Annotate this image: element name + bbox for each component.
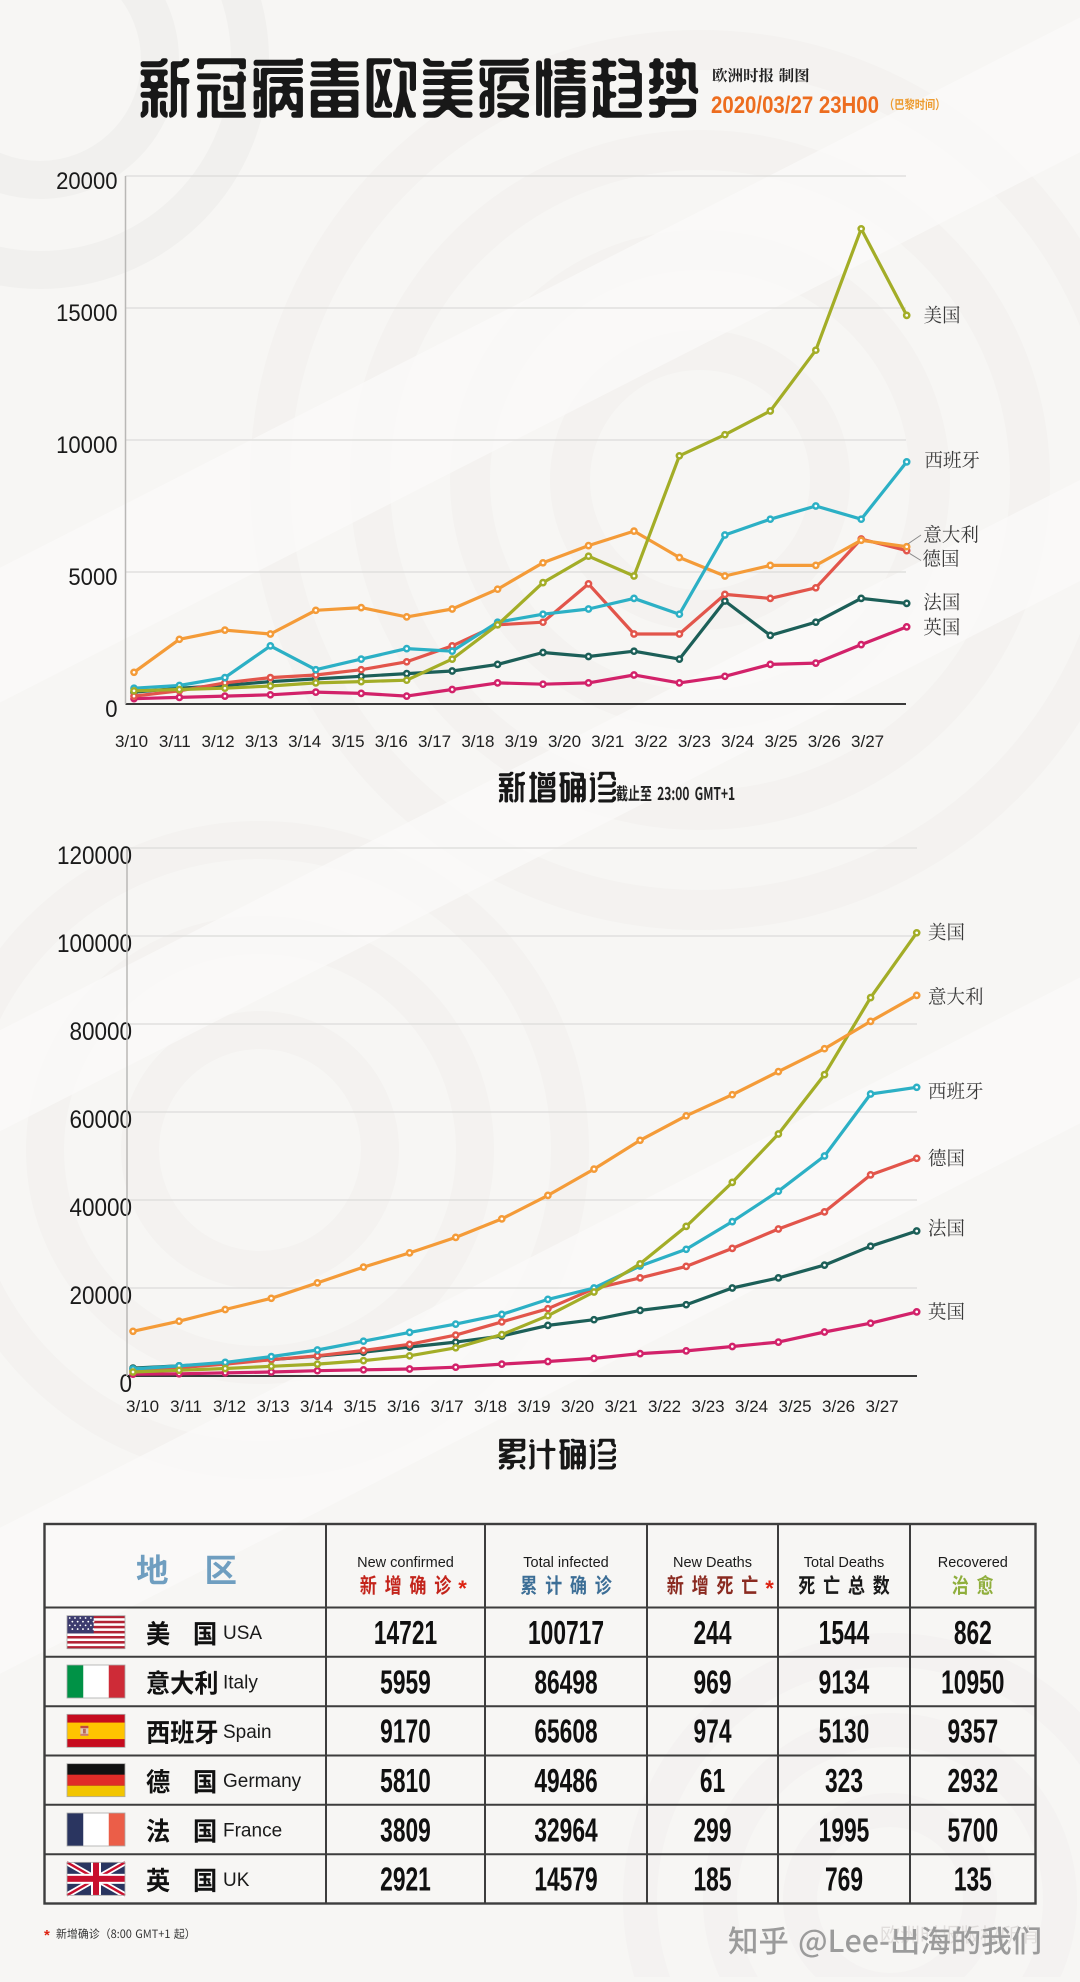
svg-text:0: 0 (119, 1370, 132, 1398)
svg-text:France: France (223, 1821, 282, 1842)
svg-text:20000: 20000 (56, 167, 117, 194)
svg-text:Italy: Italy (223, 1673, 258, 1694)
svg-text:5130: 5130 (819, 1713, 870, 1750)
svg-text:3/17: 3/17 (418, 732, 451, 751)
svg-text:61: 61 (700, 1763, 725, 1800)
svg-text:32964: 32964 (534, 1812, 597, 1849)
svg-text:3/16: 3/16 (375, 732, 408, 751)
svg-text:299: 299 (694, 1812, 732, 1849)
svg-text:49486: 49486 (534, 1763, 597, 1800)
svg-text:65608: 65608 (534, 1713, 597, 1750)
svg-text:1995: 1995 (819, 1812, 870, 1849)
svg-text:3/12: 3/12 (202, 732, 235, 751)
svg-text:15000: 15000 (56, 299, 117, 326)
svg-text:60000: 60000 (69, 1106, 132, 1134)
svg-text:3/17: 3/17 (431, 1397, 464, 1416)
svg-text:100000: 100000 (57, 930, 132, 958)
svg-text:3/13: 3/13 (245, 732, 278, 751)
svg-text:Spain: Spain (223, 1722, 272, 1743)
svg-text:3/16: 3/16 (387, 1397, 420, 1416)
svg-text:3/11: 3/11 (170, 1397, 202, 1416)
svg-text:2921: 2921 (380, 1861, 431, 1898)
svg-text:5000: 5000 (68, 563, 117, 590)
svg-text:*: * (44, 1927, 50, 1944)
svg-text:3/14: 3/14 (288, 732, 321, 751)
svg-text:244: 244 (694, 1615, 732, 1652)
svg-text:New Deaths: New Deaths (673, 1555, 752, 1571)
svg-text:Recovered: Recovered (938, 1555, 1008, 1571)
svg-text:14721: 14721 (374, 1615, 437, 1652)
svg-text:3/27: 3/27 (851, 732, 884, 751)
svg-text:9134: 9134 (819, 1664, 870, 1701)
svg-text:769: 769 (825, 1861, 863, 1898)
svg-text:9357: 9357 (947, 1713, 998, 1750)
svg-text:3/25: 3/25 (764, 732, 797, 751)
svg-text:*: * (458, 1576, 467, 1601)
svg-text:3/10: 3/10 (115, 732, 148, 751)
svg-text:3/15: 3/15 (344, 1397, 377, 1416)
svg-text:3/10: 3/10 (126, 1397, 159, 1416)
svg-text:3/12: 3/12 (213, 1397, 246, 1416)
svg-text:5810: 5810 (380, 1763, 431, 1800)
svg-text:40000: 40000 (69, 1194, 132, 1222)
svg-text:3/24: 3/24 (735, 1397, 768, 1416)
svg-text:1544: 1544 (819, 1615, 870, 1652)
svg-text:Total Deaths: Total Deaths (804, 1555, 885, 1571)
svg-text:3809: 3809 (380, 1812, 431, 1849)
svg-text:3/26: 3/26 (822, 1397, 855, 1416)
svg-text:3/27: 3/27 (866, 1397, 899, 1416)
svg-text:3/19: 3/19 (518, 1397, 551, 1416)
svg-text:3/23: 3/23 (678, 732, 711, 751)
svg-text:0: 0 (105, 695, 117, 722)
svg-text:3/20: 3/20 (548, 732, 581, 751)
svg-text:Germany: Germany (223, 1771, 302, 1792)
svg-text:185: 185 (694, 1861, 732, 1898)
svg-text:100717: 100717 (528, 1615, 604, 1652)
svg-text:10950: 10950 (941, 1664, 1004, 1701)
svg-text:3/24: 3/24 (721, 732, 754, 751)
svg-text:3/25: 3/25 (779, 1397, 812, 1416)
svg-text:3/14: 3/14 (300, 1397, 333, 1416)
svg-text:86498: 86498 (534, 1664, 597, 1701)
svg-text:14579: 14579 (534, 1861, 597, 1898)
svg-text:323: 323 (825, 1763, 863, 1800)
svg-text:USA: USA (223, 1623, 262, 1644)
svg-text:3/11: 3/11 (159, 732, 191, 751)
svg-text:3/19: 3/19 (505, 732, 538, 751)
svg-text:3/23: 3/23 (692, 1397, 725, 1416)
svg-text:3/26: 3/26 (808, 732, 841, 751)
svg-text:80000: 80000 (69, 1018, 132, 1046)
svg-text:3/18: 3/18 (461, 732, 494, 751)
svg-text:3/21: 3/21 (591, 732, 624, 751)
svg-text:9170: 9170 (380, 1713, 431, 1750)
svg-text:120000: 120000 (57, 842, 132, 870)
svg-text:3/21: 3/21 (605, 1397, 638, 1416)
svg-text:3/22: 3/22 (635, 732, 668, 751)
svg-text:2020/03/27 23H00: 2020/03/27 23H00 (711, 92, 879, 119)
svg-text:2932: 2932 (947, 1763, 998, 1800)
svg-text:20000: 20000 (69, 1282, 132, 1310)
svg-text:3/18: 3/18 (474, 1397, 507, 1416)
svg-text:3/13: 3/13 (257, 1397, 290, 1416)
svg-text:10000: 10000 (56, 431, 117, 458)
svg-text:3/22: 3/22 (648, 1397, 681, 1416)
svg-text:New confirmed: New confirmed (357, 1555, 454, 1571)
svg-text:UK: UK (223, 1870, 250, 1891)
svg-text:5700: 5700 (947, 1812, 998, 1849)
svg-text:974: 974 (694, 1713, 732, 1750)
svg-text:*: * (765, 1576, 774, 1601)
svg-text:5959: 5959 (380, 1664, 431, 1701)
svg-text:969: 969 (694, 1664, 732, 1701)
svg-text:3/15: 3/15 (331, 732, 364, 751)
svg-text:135: 135 (954, 1861, 992, 1898)
svg-text:Total infected: Total infected (523, 1555, 608, 1571)
svg-text:862: 862 (954, 1615, 992, 1652)
svg-text:3/20: 3/20 (561, 1397, 594, 1416)
